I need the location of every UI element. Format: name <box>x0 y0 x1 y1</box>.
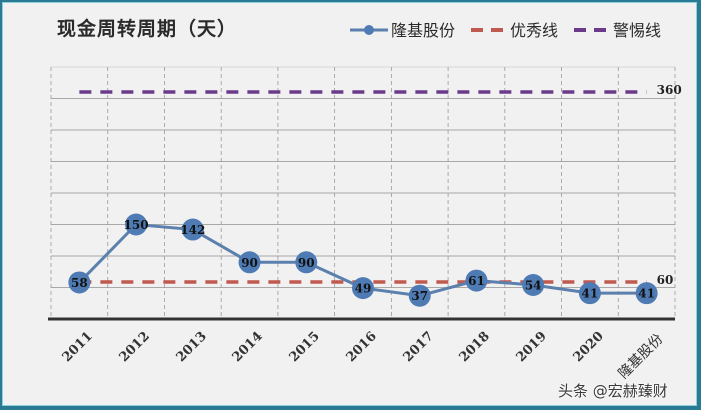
svg-text:49: 49 <box>355 282 372 296</box>
data-point[interactable]: 49 <box>352 277 374 300</box>
svg-text:54: 54 <box>525 278 542 292</box>
svg-text:41: 41 <box>582 287 599 301</box>
warning-line-label: 360 <box>657 83 682 97</box>
svg-text:37: 37 <box>411 289 428 303</box>
svg-text:41: 41 <box>638 287 655 301</box>
dashed-line-purple-icon <box>572 22 610 36</box>
legend-item-warning: 警惕线 <box>572 17 661 41</box>
data-point[interactable]: 54 <box>522 273 545 296</box>
dashed-line-red-icon <box>469 22 507 36</box>
chart-frame <box>2 2 697 406</box>
svg-text:90: 90 <box>241 256 258 270</box>
data-point[interactable]: 150 <box>124 213 149 236</box>
data-point[interactable]: 90 <box>295 251 318 274</box>
data-point[interactable]: 58 <box>68 271 91 294</box>
data-point[interactable]: 142 <box>180 218 205 241</box>
svg-text:142: 142 <box>180 223 205 237</box>
svg-text:58: 58 <box>71 276 88 290</box>
data-point[interactable]: 41 <box>635 282 658 305</box>
line-circle-marker-icon <box>350 22 388 36</box>
legend-label-excellent: 优秀线 <box>510 21 559 40</box>
legend-label-warning: 警惕线 <box>613 21 662 40</box>
data-point[interactable]: 90 <box>238 251 261 274</box>
excellent-line-label: 60 <box>657 273 674 287</box>
chart-title: 现金周转周期（天） <box>57 18 238 40</box>
legend-label-series: 隆基股份 <box>391 21 456 40</box>
svg-text:61: 61 <box>468 274 485 288</box>
legend-item-excellent: 优秀线 <box>469 17 558 41</box>
svg-text:150: 150 <box>124 218 149 232</box>
legend: 隆基股份 优秀线 警惕线 <box>350 16 675 42</box>
data-point[interactable]: 41 <box>578 282 601 305</box>
svg-text:90: 90 <box>298 256 315 270</box>
data-point[interactable]: 61 <box>465 269 488 292</box>
data-point[interactable]: 37 <box>408 284 431 307</box>
watermark: 头条 @宏赫臻财 <box>558 382 668 400</box>
legend-item-series: 隆基股份 <box>350 17 455 41</box>
